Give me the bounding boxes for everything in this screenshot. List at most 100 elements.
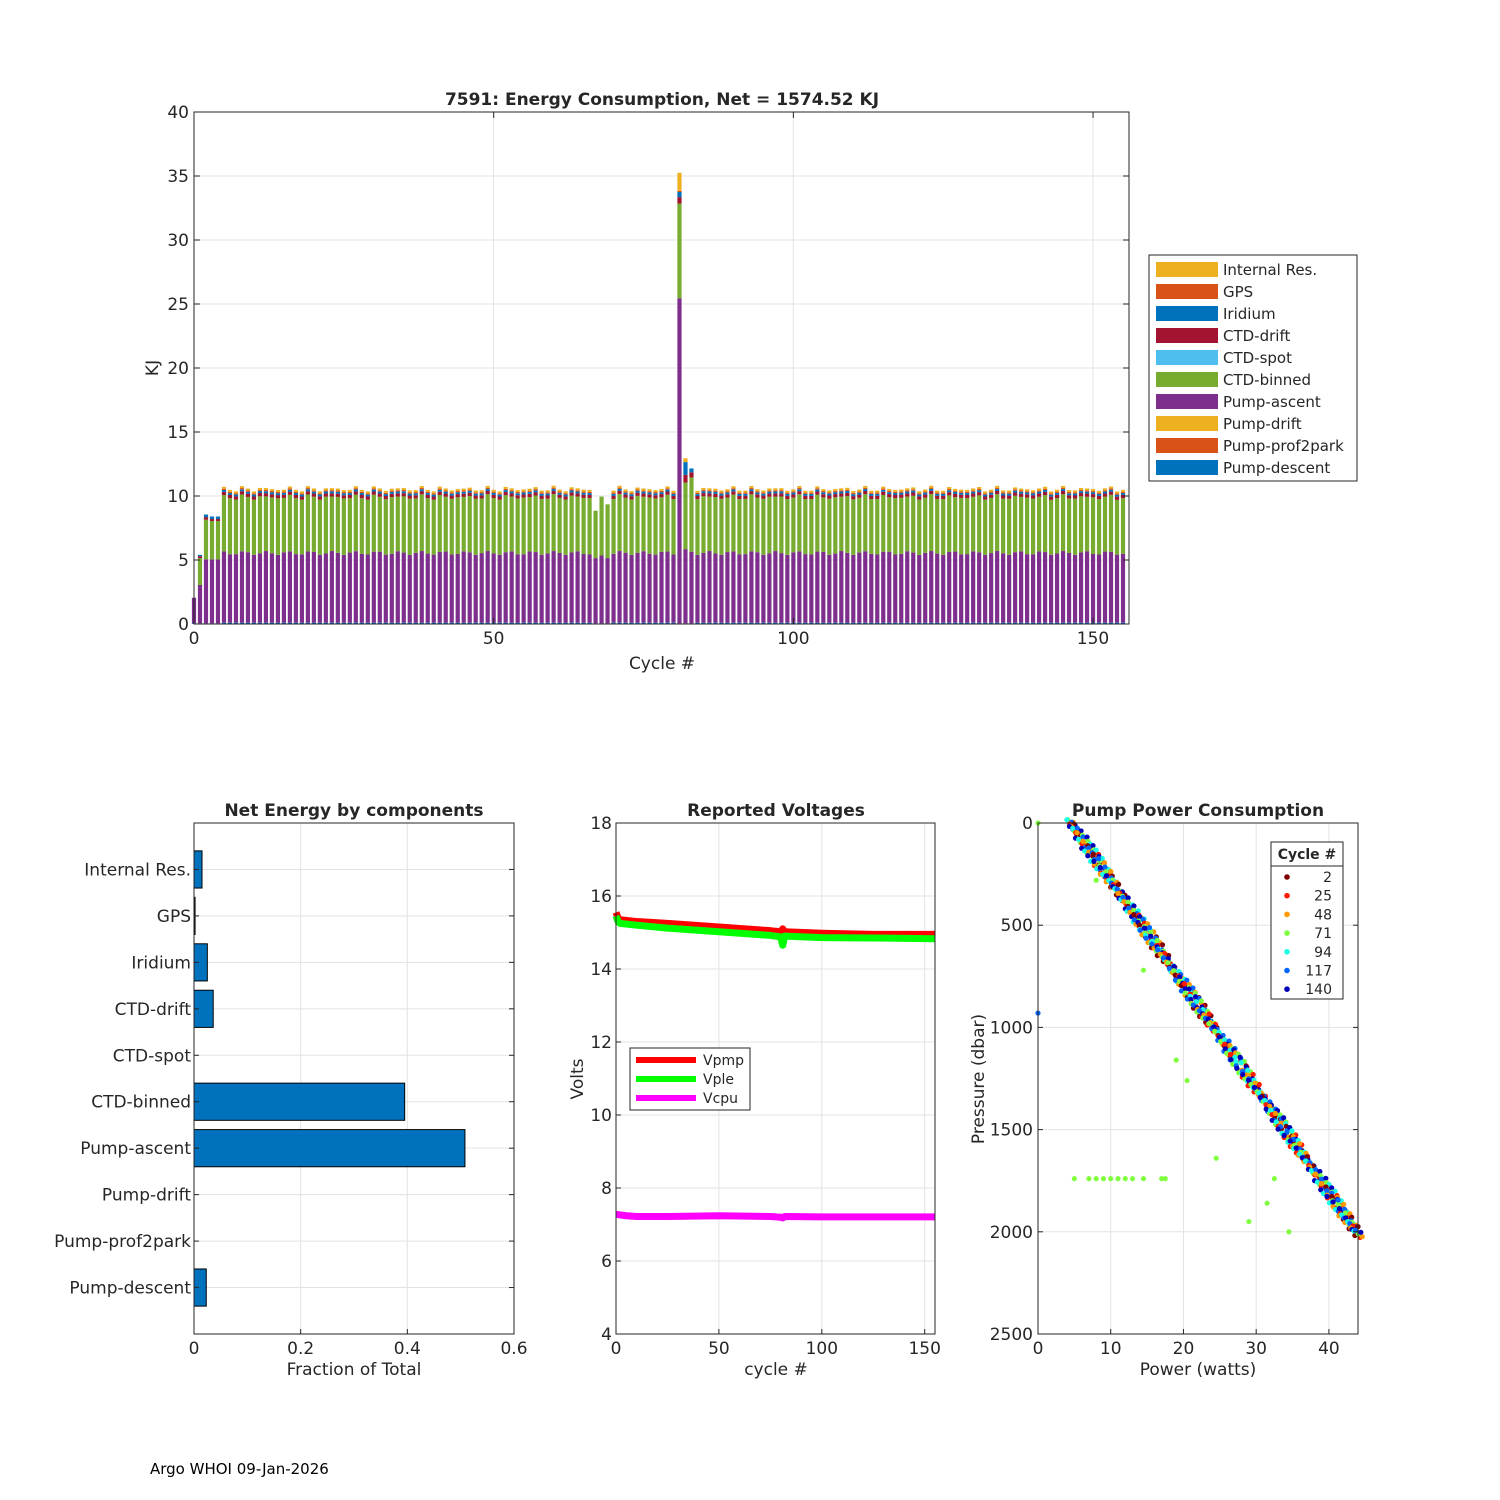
energy-bar-segment bbox=[665, 486, 670, 489]
pump-ticks: 0 10 20 30 40 0 500 1000 1500 2000 2500 bbox=[990, 814, 1358, 1359]
energy-bar-segment bbox=[1096, 490, 1102, 493]
energy-bar-segment bbox=[299, 491, 304, 494]
energy-bar-segment bbox=[569, 492, 574, 496]
energy-bar-segment bbox=[731, 622, 736, 624]
energy-bar-segment bbox=[1031, 490, 1036, 493]
pump-point bbox=[1116, 881, 1122, 888]
energy-bar-segment bbox=[617, 487, 622, 489]
energy-bar-segment bbox=[995, 622, 1000, 624]
pump-point bbox=[1267, 1107, 1274, 1113]
energy-bar-segment bbox=[515, 492, 520, 494]
pump-legend-label: 94 bbox=[1314, 945, 1332, 961]
energy-bar-segment bbox=[869, 495, 874, 500]
energy-bar-segment bbox=[995, 487, 1000, 490]
energy-legend-swatch bbox=[1156, 350, 1218, 365]
energy-bar-segment bbox=[209, 520, 215, 560]
energy-bar-segment bbox=[473, 490, 478, 493]
energy-bar-segment bbox=[989, 491, 994, 493]
energy-bar-segment bbox=[731, 486, 736, 489]
energy-bar-segment bbox=[743, 493, 748, 496]
energy-bar-segment bbox=[959, 622, 964, 624]
energy-bar-segment bbox=[563, 496, 568, 500]
energy-bar-segment bbox=[293, 494, 298, 499]
energy-bar-segment bbox=[941, 554, 946, 623]
energy-bar-segment bbox=[1036, 551, 1042, 623]
energy-bar-segment bbox=[1096, 499, 1102, 555]
energy-bar-segment bbox=[353, 494, 358, 552]
energy-bar-segment bbox=[989, 494, 994, 498]
components-chart: 0 0.2 0.4 0.6 Internal Res. GPS Iridium CTD-dri… bbox=[54, 801, 527, 1380]
energy-bar-segment bbox=[965, 494, 970, 499]
energy-bar-segment bbox=[437, 489, 442, 492]
energy-bar-segment bbox=[881, 494, 886, 552]
energy-bar-segment bbox=[299, 493, 304, 495]
energy-bar-segment bbox=[749, 551, 754, 623]
pump-legend-marker bbox=[1284, 930, 1290, 936]
energy-bar-segment bbox=[953, 488, 958, 491]
energy-bar-segment bbox=[1120, 489, 1126, 492]
energy-bar-segment bbox=[629, 496, 634, 500]
energy-bar-segment bbox=[929, 487, 934, 489]
energy-bar-segment bbox=[911, 495, 916, 553]
voltages-ytick-label: 10 bbox=[590, 1106, 612, 1126]
energy-bar-segment bbox=[575, 493, 580, 497]
voltages-title: Reported Voltages bbox=[687, 801, 865, 821]
energy-bar-segment bbox=[431, 554, 436, 623]
components-ytick-label: Iridium bbox=[131, 953, 191, 973]
energy-bar-segment bbox=[443, 551, 448, 623]
energy-bar-segment bbox=[941, 499, 946, 555]
energy-bar-segment bbox=[1060, 494, 1066, 552]
energy-ytick-label: 30 bbox=[167, 231, 189, 251]
energy-bar-segment bbox=[467, 496, 472, 553]
energy-bar-segment bbox=[947, 622, 952, 624]
energy-bar-segment bbox=[779, 490, 784, 492]
energy-bar-segment bbox=[575, 496, 580, 552]
energy-bar-segment bbox=[275, 489, 281, 492]
pump-point bbox=[1085, 853, 1091, 859]
energy-bar-segment bbox=[749, 486, 754, 488]
energy-bar-segment bbox=[749, 487, 754, 490]
pump-point bbox=[1090, 842, 1096, 849]
energy-bar-segment bbox=[719, 498, 724, 555]
components-ytick-label: GPS bbox=[157, 907, 191, 927]
energy-bar-segment bbox=[419, 486, 424, 488]
energy-bar-segment bbox=[491, 553, 496, 623]
energy-bar-segment bbox=[959, 554, 964, 623]
energy-bar-segment bbox=[665, 494, 670, 552]
energy-legend-label: CTD-binned bbox=[1223, 371, 1311, 389]
energy-bar-segment bbox=[653, 493, 658, 496]
energy-bar-segment bbox=[659, 497, 664, 552]
energy-bar-segment bbox=[485, 487, 490, 490]
energy-bar-segment bbox=[305, 486, 310, 489]
energy-bar-segment bbox=[581, 489, 586, 492]
pump-axes-box bbox=[1037, 822, 1359, 1335]
pump-ytick-label: 1500 bbox=[990, 1121, 1033, 1141]
energy-bar-segment bbox=[293, 491, 298, 494]
energy-bar-segment bbox=[809, 495, 814, 500]
energy-bar-segment bbox=[917, 493, 922, 495]
energy-bar-segment bbox=[563, 491, 568, 494]
pump-xtick-label: 0 bbox=[1033, 1339, 1044, 1359]
energy-bar-segment bbox=[467, 490, 472, 493]
energy-bar-segment bbox=[311, 491, 316, 494]
energy-bar-segment bbox=[755, 491, 760, 493]
energy-bar-segment bbox=[869, 492, 874, 494]
energy-bar-segment bbox=[659, 490, 664, 493]
energy-bar-segment bbox=[923, 494, 928, 498]
energy-bar-segment bbox=[1007, 490, 1012, 493]
pump-point bbox=[1076, 836, 1082, 842]
components-ytick-label: Pump-drift bbox=[102, 1186, 191, 1206]
pump-point bbox=[1177, 974, 1183, 980]
energy-bar-segment bbox=[257, 553, 263, 623]
energy-bar-segment bbox=[425, 491, 430, 494]
energy-bar-segment bbox=[527, 491, 532, 494]
energy-bar-segment bbox=[311, 622, 316, 624]
energy-bar-segment bbox=[557, 497, 562, 553]
energy-bar-segment bbox=[269, 489, 275, 492]
energy-bar-segment bbox=[1013, 487, 1018, 490]
energy-bar-segment bbox=[953, 551, 958, 623]
energy-bar-segment bbox=[305, 489, 310, 492]
energy-bar-segment bbox=[395, 622, 400, 624]
energy-bar-segment bbox=[965, 554, 970, 623]
energy-bar-segment bbox=[557, 622, 562, 624]
